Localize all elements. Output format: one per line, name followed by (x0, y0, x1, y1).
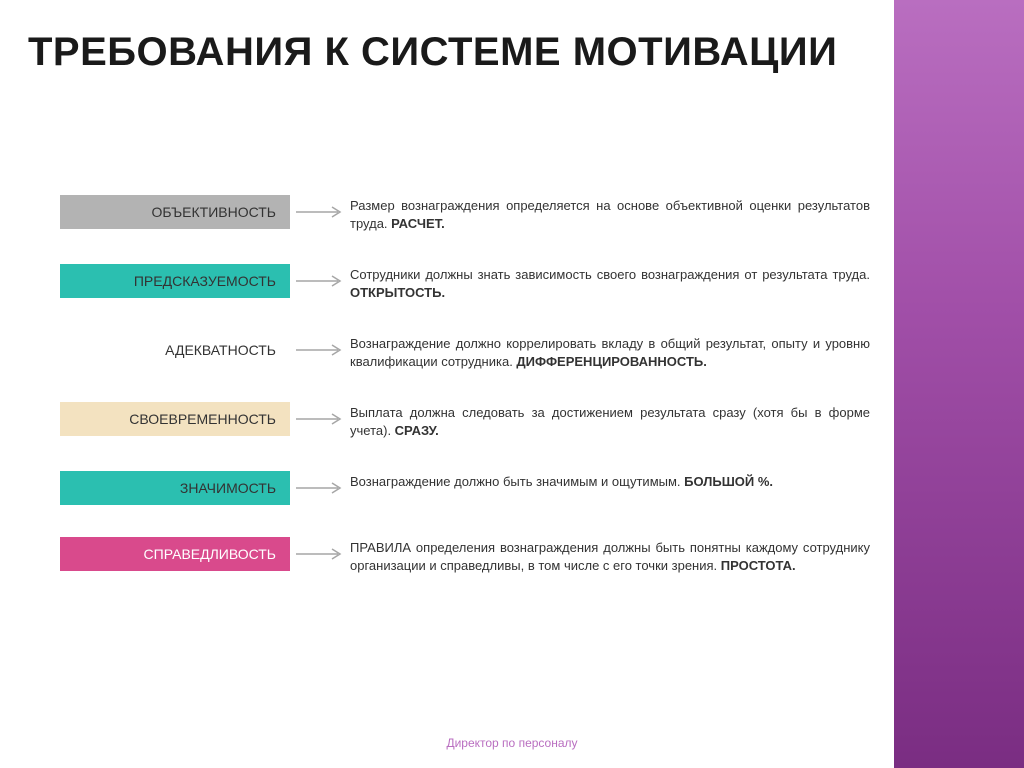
requirement-row: ПРЕДСКАЗУЕМОСТЬ Сотрудники должны знать … (60, 264, 880, 301)
requirement-label: СПРАВЕДЛИВОСТЬ (60, 537, 290, 571)
requirement-desc: Вознаграждение должно коррелировать вкла… (350, 333, 880, 370)
requirement-label: АДЕКВАТНОСТЬ (60, 333, 290, 367)
requirement-label: ОБЪЕКТИВНОСТЬ (60, 195, 290, 229)
arrow-icon (290, 264, 350, 298)
arrow-icon (290, 402, 350, 436)
arrow-icon (290, 333, 350, 367)
arrow-icon (290, 537, 350, 571)
page-title: ТРЕБОВАНИЯ К СИСТЕМЕ МОТИВАЦИИ (28, 30, 837, 74)
requirement-label: ЗНАЧИМОСТЬ (60, 471, 290, 505)
requirement-desc: Размер вознаграждения определяется на ос… (350, 195, 880, 232)
arrow-icon (290, 471, 350, 505)
requirement-label: СВОЕВРЕМЕННОСТЬ (60, 402, 290, 436)
requirements-list: ОБЪЕКТИВНОСТЬ Размер вознаграждения опре… (60, 195, 880, 606)
gradient-sidebar (894, 0, 1024, 768)
requirement-row: АДЕКВАТНОСТЬ Вознаграждение должно корре… (60, 333, 880, 370)
requirement-row: СВОЕВРЕМЕННОСТЬ Выплата должна следовать… (60, 402, 880, 439)
requirement-row: ЗНАЧИМОСТЬ Вознаграждение должно быть зн… (60, 471, 880, 505)
footer-text: Директор по персоналу (0, 736, 1024, 750)
arrow-icon (290, 195, 350, 229)
requirement-row: ОБЪЕКТИВНОСТЬ Размер вознаграждения опре… (60, 195, 880, 232)
requirement-desc: Выплата должна следовать за достижением … (350, 402, 880, 439)
requirement-desc: Сотрудники должны знать зависимость свое… (350, 264, 880, 301)
requirement-desc: Вознаграждение должно быть значимым и ощ… (350, 471, 880, 491)
requirement-label: ПРЕДСКАЗУЕМОСТЬ (60, 264, 290, 298)
requirement-desc: ПРАВИЛА определения вознаграждения должн… (350, 537, 880, 574)
requirement-row: СПРАВЕДЛИВОСТЬ ПРАВИЛА определения возна… (60, 537, 880, 574)
